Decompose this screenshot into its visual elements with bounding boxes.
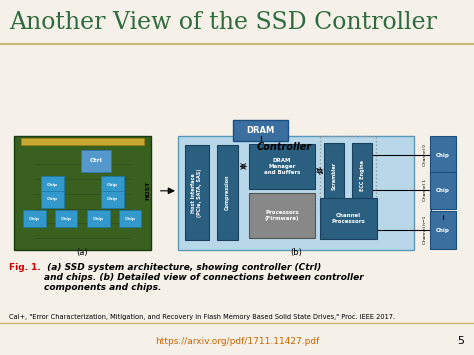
Text: Chip: Chip — [29, 217, 40, 221]
FancyBboxPatch shape — [14, 136, 151, 250]
Text: DRAM: DRAM — [246, 126, 275, 135]
FancyBboxPatch shape — [429, 212, 456, 249]
Text: Compression: Compression — [225, 175, 230, 211]
Text: Scrambler: Scrambler — [331, 162, 337, 190]
Text: Controller: Controller — [257, 142, 312, 152]
FancyBboxPatch shape — [233, 120, 288, 141]
FancyBboxPatch shape — [21, 138, 144, 145]
Text: Chip: Chip — [93, 217, 104, 221]
FancyBboxPatch shape — [41, 191, 64, 208]
Text: Chip: Chip — [436, 228, 450, 233]
FancyBboxPatch shape — [324, 143, 344, 208]
Text: Chip: Chip — [60, 217, 72, 221]
Text: Chip: Chip — [125, 217, 136, 221]
FancyBboxPatch shape — [319, 198, 377, 239]
Text: HOST: HOST — [146, 181, 151, 201]
Text: Ctrl: Ctrl — [90, 158, 102, 163]
Text: (b): (b) — [290, 248, 302, 257]
Text: ECC Engine: ECC Engine — [360, 160, 365, 191]
Text: Chip: Chip — [47, 197, 58, 202]
Text: Channel
Processors: Channel Processors — [331, 213, 365, 224]
FancyBboxPatch shape — [118, 210, 141, 227]
Text: Fig. 1.: Fig. 1. — [9, 263, 41, 272]
Text: Chip: Chip — [436, 153, 450, 158]
FancyBboxPatch shape — [178, 136, 414, 250]
Text: Channel 0: Channel 0 — [423, 144, 428, 166]
Text: Chip: Chip — [107, 197, 118, 202]
FancyBboxPatch shape — [248, 193, 315, 238]
FancyBboxPatch shape — [23, 210, 46, 227]
Text: Host Interface
(PCIe, SATA, SAS): Host Interface (PCIe, SATA, SAS) — [191, 169, 202, 217]
FancyBboxPatch shape — [87, 210, 110, 227]
FancyBboxPatch shape — [217, 145, 238, 240]
FancyBboxPatch shape — [353, 143, 373, 208]
FancyBboxPatch shape — [81, 150, 110, 172]
Text: 5: 5 — [457, 336, 465, 346]
FancyBboxPatch shape — [55, 210, 77, 227]
Text: Processors
(Firmware): Processors (Firmware) — [264, 210, 299, 221]
FancyBboxPatch shape — [248, 144, 315, 189]
FancyBboxPatch shape — [101, 176, 124, 193]
Text: Chip: Chip — [107, 183, 118, 187]
Text: https://arxiv.org/pdf/1711.11427.pdf: https://arxiv.org/pdf/1711.11427.pdf — [155, 337, 319, 346]
Text: Chip: Chip — [436, 188, 450, 193]
Text: Chip: Chip — [47, 183, 58, 187]
FancyBboxPatch shape — [429, 171, 456, 209]
Text: Another View of the SSD Controller: Another View of the SSD Controller — [9, 11, 438, 34]
Text: (a): (a) — [76, 248, 88, 257]
FancyBboxPatch shape — [185, 145, 209, 240]
FancyBboxPatch shape — [101, 191, 124, 208]
Text: Cai+, "Error Characterization, Mitigation, and Recovery in Flash Memory Based So: Cai+, "Error Characterization, Mitigatio… — [9, 314, 396, 320]
Text: Channel 1: Channel 1 — [423, 179, 428, 201]
Text: Channel h−1: Channel h−1 — [423, 216, 428, 245]
FancyBboxPatch shape — [429, 136, 456, 174]
FancyBboxPatch shape — [41, 176, 64, 193]
Text: (a) SSD system architecture, showing controller (Ctrl)
and chips. (b) Detailed v: (a) SSD system architecture, showing con… — [44, 263, 364, 293]
Text: DRAM
Manager
and Buffers: DRAM Manager and Buffers — [264, 158, 300, 175]
